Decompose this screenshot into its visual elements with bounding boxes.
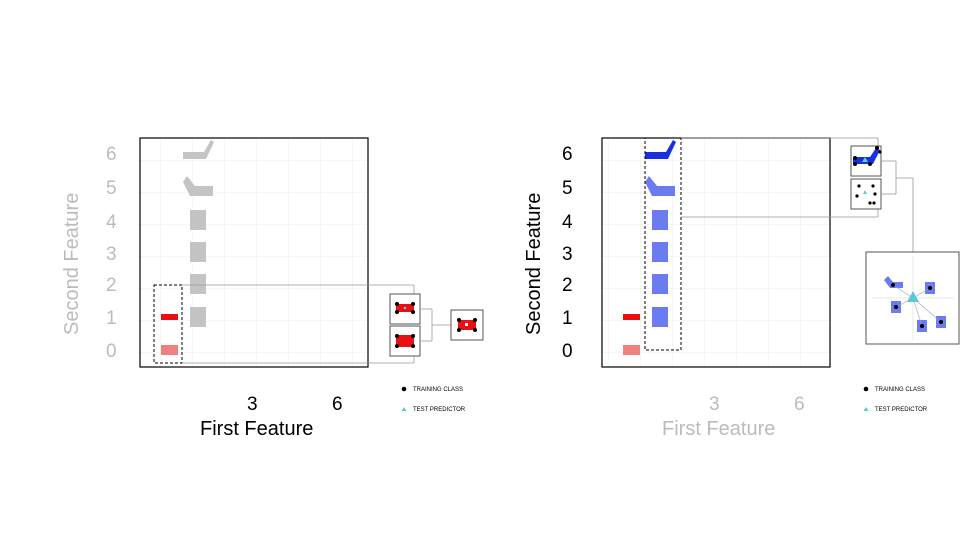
- test-predictor-marker: [907, 291, 919, 302]
- gray-square: [190, 210, 206, 230]
- blue-square: [652, 274, 668, 294]
- right-y-tick: 2: [562, 275, 573, 296]
- left-y-tick: 3: [106, 244, 117, 265]
- test-predictor-legend-icon: [401, 407, 407, 411]
- gray-chevron-shape: [183, 176, 213, 196]
- red-bar-dark: [623, 314, 640, 320]
- gray-square: [190, 242, 206, 262]
- left-y-axis-title: Second Feature: [61, 193, 83, 335]
- legend-training-label: TRAINING CLASS: [413, 387, 463, 393]
- blue-square: [652, 210, 668, 230]
- legend-test-label: TEST PREDICTOR: [413, 407, 466, 413]
- legend-test-label: TEST PREDICTOR: [875, 407, 928, 413]
- test-predictor-legend-icon: [863, 407, 869, 411]
- right-x-tick: 3: [709, 394, 720, 415]
- right-y-axis-title: Second Feature: [523, 193, 545, 335]
- red-bar-light: [161, 345, 178, 355]
- left-y-tick: 2: [106, 275, 117, 296]
- thumbnail-class-1: [389, 293, 421, 325]
- selection-box: [644, 137, 682, 351]
- right-x-tick: 6: [794, 394, 805, 415]
- right-y-tick: 3: [562, 244, 573, 265]
- blue-chevron-shape: [645, 176, 675, 196]
- blue-square: [652, 242, 668, 262]
- thumbnail-combined: [450, 309, 484, 341]
- thumbnail-class-1: [850, 145, 882, 177]
- gray-square: [190, 307, 206, 327]
- gray-chevron-shape: [183, 140, 214, 159]
- gray-square: [190, 274, 206, 294]
- left-x-axis-title: First Feature: [200, 418, 313, 440]
- right-y-tick: 4: [562, 212, 573, 233]
- red-bar-light: [623, 345, 640, 355]
- right-y-tick: 0: [562, 341, 573, 362]
- left-y-tick: 1: [106, 308, 117, 329]
- training-class-legend-icon: [401, 386, 407, 392]
- thumbnail-class-2: [850, 178, 882, 210]
- left-x-tick: 6: [332, 394, 343, 415]
- left-y-tick: 0: [106, 341, 117, 362]
- left-y-tick: 5: [106, 178, 117, 199]
- right-y-tick: 5: [562, 178, 573, 199]
- left-plot-frame: [139, 137, 369, 368]
- blue-square: [652, 307, 668, 327]
- right-panel: 6 5 4 3 2 1 0 3 6 First Feature Second F…: [523, 137, 960, 440]
- left-y-tick: 4: [106, 212, 117, 233]
- left-panel: 6 5 4 3 2 1 0 3 6 First Feature Second F…: [61, 137, 484, 440]
- left-y-tick: 6: [106, 144, 117, 165]
- right-y-tick: 1: [562, 308, 573, 329]
- right-x-axis-title: First Feature: [662, 418, 775, 440]
- training-class-legend-icon: [863, 386, 869, 392]
- neighbor-detail-view: [865, 251, 960, 345]
- selection-box: [153, 284, 183, 364]
- right-plot-frame: [601, 137, 831, 368]
- red-bar-dark: [161, 314, 178, 320]
- left-x-tick: 3: [247, 394, 258, 415]
- thumbnail-class-2: [389, 325, 421, 357]
- right-y-tick: 6: [562, 144, 573, 165]
- blue-chevron-shape: [645, 140, 676, 159]
- legend-training-label: TRAINING CLASS: [875, 387, 925, 393]
